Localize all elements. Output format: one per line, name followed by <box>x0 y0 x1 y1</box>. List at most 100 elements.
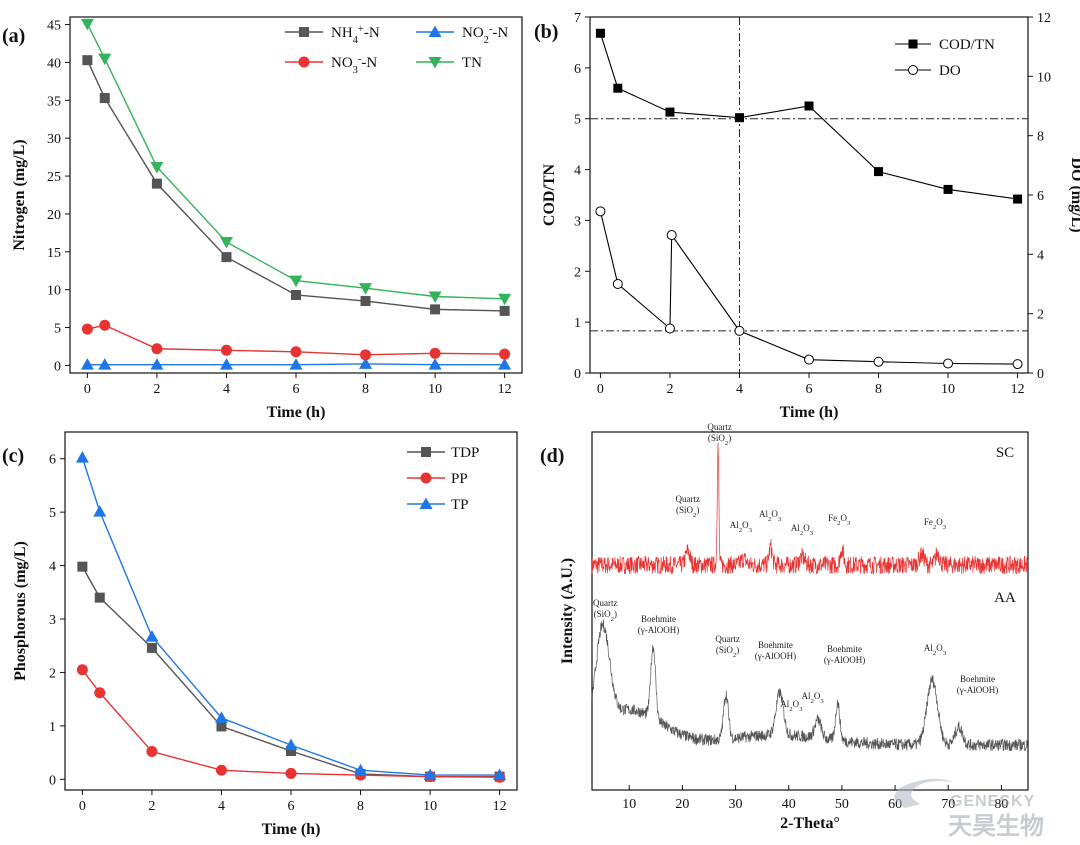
data-point <box>94 687 106 699</box>
data-point <box>804 354 814 365</box>
peak-annotation: Al2O3 <box>802 691 825 705</box>
legend-entry: NH4+-N <box>331 24 380 46</box>
data-point <box>286 745 296 756</box>
legend-marker <box>421 447 431 457</box>
data-point <box>82 55 93 66</box>
y-tick-label: 3 <box>49 613 56 628</box>
x-tick-label: 10 <box>428 382 442 397</box>
series-line-3 <box>86 23 505 300</box>
data-point <box>93 505 107 517</box>
legend-marker <box>908 39 918 49</box>
data-point <box>81 323 93 335</box>
y-tick-label: 0 <box>49 773 56 788</box>
y-tick-label: 4 <box>574 164 581 179</box>
watermark-text-chinese: 天昊生物 <box>948 813 1044 840</box>
y-tick-label: 5 <box>49 506 56 521</box>
x-tick-label: 12 <box>493 799 507 814</box>
series-line-1 <box>599 211 1018 365</box>
data-point <box>76 664 88 676</box>
data-point <box>151 178 162 189</box>
y-tick-label: 2 <box>574 265 581 280</box>
x-tick-label: 6 <box>288 799 295 814</box>
data-point <box>290 346 302 358</box>
data-point <box>429 347 441 359</box>
data-point <box>873 356 884 367</box>
data-point <box>360 296 371 307</box>
series-line-2 <box>81 457 500 776</box>
y-axis-title: Intensity (A.U.) <box>559 558 576 664</box>
peak-annotation: Quartz <box>675 494 700 504</box>
data-point <box>734 113 744 123</box>
peak-annotation: (SiO2) <box>676 505 699 519</box>
legend-marker <box>419 497 433 509</box>
data-point <box>943 184 953 194</box>
x-tick-label: 4 <box>736 382 743 397</box>
legend-entry: TDP <box>451 445 479 461</box>
peak-annotation: Quartz <box>707 422 732 432</box>
data-point <box>665 107 675 117</box>
watermark-swoosh-icon <box>894 778 953 808</box>
legend-marker <box>420 472 432 484</box>
data-point <box>499 348 511 360</box>
peak-annotation: (γ-AlOOH) <box>957 685 998 695</box>
series-line-2 <box>87 324 505 356</box>
x-tick-label: 70 <box>941 797 955 812</box>
data-point <box>359 357 373 369</box>
panel-a: 0 2 4 6 8 10 12 0 5 10 15 20 25 30 35 40 45 Time (h) Nitro… <box>2 16 523 421</box>
peak-annotation: (γ-AlOOH) <box>638 625 679 635</box>
data-point <box>99 93 110 104</box>
data-point <box>99 319 111 331</box>
series-line-0 <box>599 33 1018 200</box>
data-point <box>430 304 441 315</box>
legend-marker <box>298 56 310 68</box>
x-tick-label: 10 <box>423 799 437 814</box>
y-tick-label: 6 <box>49 453 56 468</box>
series-line-0 <box>86 59 505 312</box>
data-point <box>666 230 677 241</box>
data-point <box>284 738 298 751</box>
data-point <box>804 101 814 111</box>
pattern-label: AA <box>994 590 1016 606</box>
panel-label: (c) <box>2 445 24 467</box>
y2-tick-label: 12 <box>1037 11 1051 26</box>
x-tick-label: 8 <box>875 382 882 397</box>
x-tick-label: 0 <box>597 382 604 397</box>
panel-label: (a) <box>2 25 25 47</box>
data-point <box>146 746 158 758</box>
data-point <box>98 53 112 66</box>
y2-tick-label: 2 <box>1037 308 1044 323</box>
y-tick-label: 4 <box>49 560 56 575</box>
data-point <box>146 642 157 653</box>
y-tick-label: 0 <box>574 367 581 382</box>
data-point <box>874 167 884 177</box>
data-point <box>80 18 94 31</box>
x-axis-title: Time (h) <box>780 404 839 421</box>
y2-axis-title: DO (mg/L) <box>1068 157 1080 232</box>
y2-tick-label: 6 <box>1037 189 1044 204</box>
data-point <box>498 358 512 370</box>
peak-annotation: Al2O3 <box>924 643 947 657</box>
y2-tick-label: 4 <box>1037 248 1044 263</box>
y-tick-label: 0 <box>54 359 61 374</box>
peak-annotation: Fe2O3 <box>828 513 851 527</box>
data-point <box>75 451 89 463</box>
y-tick-label: 25 <box>47 170 61 185</box>
panel-label: (d) <box>540 445 564 467</box>
data-point <box>289 358 303 370</box>
data-point <box>80 358 94 370</box>
x-axis-title: Time (h) <box>267 404 326 421</box>
peak-annotation: Boehmite <box>960 674 995 684</box>
plot-frame <box>64 431 518 791</box>
peak-annotation: Boehmite <box>758 640 793 650</box>
x-tick-label: 20 <box>675 797 689 812</box>
data-point <box>354 763 368 776</box>
data-point <box>1012 359 1023 370</box>
x-tick-label: 8 <box>357 799 364 814</box>
pattern-label: SC <box>996 445 1014 461</box>
legend-entry: COD/TN <box>939 37 995 53</box>
y-tick-label: 20 <box>47 208 61 223</box>
legend-marker <box>428 57 442 69</box>
data-point <box>613 83 623 93</box>
y-tick-label: 7 <box>574 11 581 26</box>
